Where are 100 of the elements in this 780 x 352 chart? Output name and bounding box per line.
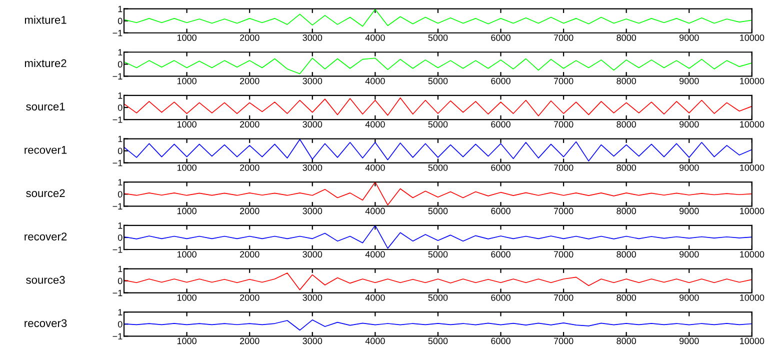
x-tick-label: 7000: [554, 164, 574, 171]
line-series: [124, 182, 752, 206]
y-tick-label: 0: [118, 148, 122, 154]
y-tick-label: 0: [118, 191, 122, 198]
x-tick-label: 7000: [554, 78, 574, 84]
x-tick-label: 2000: [240, 78, 260, 84]
x-tick-label: 8000: [616, 78, 636, 84]
y-axis-title: mixture1: [24, 16, 66, 24]
x-tick-label: 9000: [680, 338, 699, 344]
x-tick-label: 3000: [302, 164, 322, 171]
y-tick-label: 1: [118, 136, 122, 142]
x-tick-label: 4000: [365, 251, 385, 258]
x-tick-label: 3000: [302, 338, 322, 344]
x-tick-label: 6000: [491, 34, 510, 41]
y-tick-label: 1: [118, 222, 122, 229]
x-tick-label: 8000: [616, 208, 636, 214]
x-tick-label: 3000: [302, 78, 322, 84]
y-tick-label: −1: [112, 246, 122, 253]
x-tick-label: 2000: [240, 294, 260, 301]
y-axis-title: source1: [26, 102, 65, 110]
x-tick-label: 3000: [302, 294, 322, 301]
y-tick-label: 0: [118, 278, 122, 284]
x-tick-label: 4000: [365, 164, 385, 171]
y-tick-label: 1: [118, 6, 122, 12]
x-tick-label: 9000: [680, 251, 699, 258]
x-tick-label: 8000: [616, 121, 636, 128]
x-tick-label: 4000: [365, 34, 385, 41]
x-tick-label: 1000: [177, 251, 196, 258]
x-tick-label: 2000: [240, 208, 260, 214]
line-series: [124, 58, 752, 74]
y-axis-title: source2: [26, 189, 65, 198]
x-tick-label: 8000: [616, 251, 636, 258]
x-tick-label: 5000: [428, 34, 448, 41]
x-tick-label: 2000: [240, 338, 260, 344]
x-tick-label: 5000: [428, 294, 448, 301]
x-tick-label: 9000: [680, 164, 699, 171]
x-tick-label: 3000: [302, 34, 322, 41]
y-tick-label: 1: [118, 49, 122, 56]
y-axis-title: recover2: [24, 232, 67, 240]
y-tick-label: 0: [118, 104, 122, 111]
x-tick-label: 8000: [616, 164, 636, 171]
x-tick-label: 1000: [177, 78, 196, 84]
x-tick-label: 9000: [680, 34, 699, 41]
x-tick-label: 7000: [554, 294, 574, 301]
x-tick-label: 1000: [177, 164, 196, 171]
x-tick-label: 2000: [240, 251, 260, 258]
y-tick-label: −1: [112, 73, 122, 80]
x-tick-label: 3000: [302, 121, 322, 128]
y-tick-label: 1: [118, 179, 122, 186]
x-tick-label: 10000: [740, 251, 764, 258]
x-tick-label: 7000: [554, 34, 574, 41]
x-tick-label: 3000: [302, 251, 322, 258]
x-tick-label: 5000: [428, 121, 448, 128]
x-tick-label: 8000: [616, 338, 636, 344]
y-tick-label: −1: [112, 203, 122, 210]
x-tick-label: 9000: [680, 294, 699, 301]
x-tick-label: 6000: [491, 78, 510, 84]
x-tick-label: 5000: [428, 78, 448, 84]
y-tick-label: 1: [118, 266, 122, 272]
x-tick-label: 6000: [491, 294, 510, 301]
x-tick-label: 4000: [365, 121, 385, 128]
x-tick-label: 7000: [554, 251, 574, 258]
x-tick-label: 6000: [491, 251, 510, 258]
x-tick-label: 6000: [491, 208, 510, 214]
x-tick-label: 10000: [740, 78, 764, 84]
x-tick-label: 9000: [680, 208, 699, 214]
y-tick-label: −1: [112, 290, 122, 296]
y-tick-label: −1: [112, 116, 122, 123]
x-tick-label: 9000: [680, 121, 699, 128]
x-tick-label: 7000: [554, 338, 574, 344]
x-tick-label: 1000: [177, 294, 196, 301]
x-tick-label: 4000: [365, 208, 385, 214]
x-tick-label: 10000: [740, 338, 764, 344]
line-series: [124, 225, 752, 249]
x-tick-label: 6000: [491, 338, 510, 344]
x-tick-label: 4000: [365, 294, 385, 301]
x-tick-label: 1000: [177, 34, 196, 41]
x-tick-label: 1000: [177, 121, 196, 128]
x-tick-label: 1000: [177, 208, 196, 214]
y-axis-title: recover3: [24, 319, 67, 328]
x-tick-label: 2000: [240, 164, 260, 171]
x-tick-label: 2000: [240, 121, 260, 128]
line-series: [124, 272, 752, 290]
y-tick-label: 0: [118, 321, 122, 328]
y-tick-label: 0: [118, 61, 122, 68]
line-series: [124, 97, 752, 116]
y-tick-label: −1: [112, 30, 122, 36]
x-tick-label: 8000: [616, 294, 636, 301]
x-tick-label: 10000: [740, 34, 764, 41]
y-tick-label: −1: [112, 333, 122, 340]
y-tick-label: −1: [112, 160, 122, 166]
x-tick-label: 10000: [740, 294, 764, 301]
y-tick-label: 0: [118, 18, 122, 24]
x-tick-label: 10000: [740, 164, 764, 171]
x-tick-label: 5000: [428, 164, 448, 171]
x-tick-label: 8000: [616, 34, 636, 41]
x-tick-label: 7000: [554, 121, 574, 128]
x-tick-label: 5000: [428, 251, 448, 258]
y-axis-title: recover1: [24, 146, 67, 154]
x-tick-label: 9000: [680, 78, 699, 84]
